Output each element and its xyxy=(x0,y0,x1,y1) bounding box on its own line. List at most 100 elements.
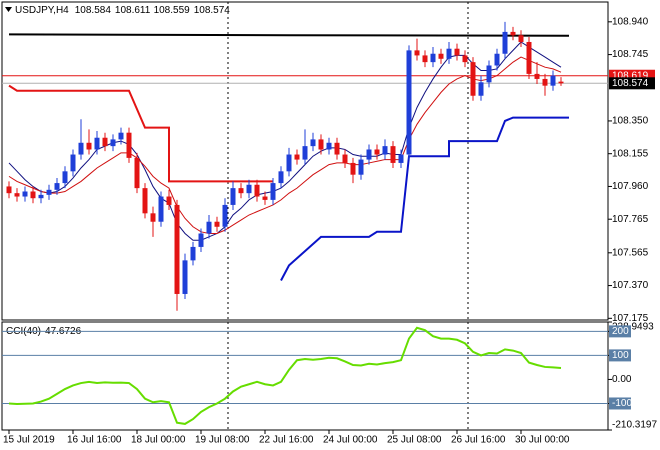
candle-body xyxy=(542,78,548,86)
y-tick-label: 200 xyxy=(612,326,629,337)
x-tick-label: 24 Jul 00:00 xyxy=(323,435,378,446)
candle-body xyxy=(246,184,252,194)
cci-frame xyxy=(1,321,609,431)
x-tick-label: 25 Jul 08:00 xyxy=(387,435,442,446)
y-tick-label: 238.9493 xyxy=(612,322,654,333)
candle-body xyxy=(78,142,84,155)
candle-body xyxy=(510,31,516,36)
candle-body xyxy=(350,162,356,175)
candle-body xyxy=(446,48,452,59)
candle-body xyxy=(526,41,532,74)
close: 108.574 xyxy=(194,5,231,16)
y-tick-label: 108.155 xyxy=(612,148,649,159)
x-tick-label: 22 Jul 16:00 xyxy=(259,435,314,446)
chart-header: USDJPY,H4 108.584 108.611 108.559 108.574 xyxy=(15,5,230,16)
high: 108.611 xyxy=(115,5,151,16)
open: 108.584 xyxy=(75,5,112,16)
y-tick-label: 108.350 xyxy=(612,116,649,127)
candle-body xyxy=(14,193,20,197)
level-line xyxy=(8,33,570,37)
level-label-box xyxy=(609,397,631,410)
candle-body xyxy=(438,53,444,59)
candle-body xyxy=(382,146,388,155)
candle-body xyxy=(558,81,564,84)
candle-body xyxy=(118,132,124,140)
candle-body xyxy=(174,204,180,294)
candle-body xyxy=(454,48,460,56)
x-tick-label: 26 Jul 16:00 xyxy=(451,435,506,446)
candle-body xyxy=(38,194,44,199)
y-tick-label: 100 xyxy=(612,350,629,361)
candle-body xyxy=(398,154,404,163)
candle-body xyxy=(254,184,260,197)
y-tick-label: -210.3197 xyxy=(612,420,657,431)
candle-body xyxy=(222,204,228,227)
candle-body xyxy=(414,50,420,56)
level-label-box xyxy=(609,349,631,362)
candle-body xyxy=(150,213,156,222)
candle-body xyxy=(278,171,284,184)
candle-body xyxy=(550,75,556,86)
candle-body xyxy=(518,35,524,42)
candle-body xyxy=(230,188,236,205)
x-tick-label: 18 Jul 00:00 xyxy=(131,435,186,446)
price-label-box xyxy=(609,77,655,90)
candle-body xyxy=(366,149,372,160)
candle-body xyxy=(494,53,500,66)
x-tick-label: 30 Jul 00:00 xyxy=(515,435,570,446)
y-tick-label: 107.175 xyxy=(612,313,649,324)
candle-body xyxy=(62,171,68,184)
candle-body xyxy=(318,139,324,150)
main-frame xyxy=(1,1,609,321)
candle-body xyxy=(182,260,188,294)
candle-body xyxy=(358,159,364,175)
candle-body xyxy=(334,142,340,155)
candle-body xyxy=(102,137,108,147)
candle-body xyxy=(534,73,540,79)
candle-body xyxy=(206,221,212,234)
candle-body xyxy=(70,154,76,172)
y-tick-label: 107.565 xyxy=(612,247,649,258)
candle-body xyxy=(374,149,380,155)
x-tick-label: 16 Jul 16:00 xyxy=(67,435,122,446)
price-label: 108.574 xyxy=(612,78,649,89)
candle-body xyxy=(486,65,492,83)
price-label: 108.619 xyxy=(612,70,649,81)
moving-average xyxy=(8,56,562,234)
candle-body xyxy=(238,188,244,194)
y-tick-label: -100 xyxy=(612,398,632,409)
candle-body xyxy=(198,233,204,247)
candle-body xyxy=(30,191,36,199)
candle-body xyxy=(46,189,52,195)
level-line xyxy=(8,84,273,183)
y-tick-label: 107.370 xyxy=(612,280,649,291)
candle-body xyxy=(86,142,92,150)
candle-body xyxy=(270,183,276,200)
candle-body xyxy=(126,132,132,158)
candle-body xyxy=(342,154,348,163)
candle-body xyxy=(54,183,60,190)
candle-body xyxy=(214,221,220,227)
candle-body xyxy=(166,196,172,205)
candle-body xyxy=(502,31,508,54)
symbol: USDJPY,H4 xyxy=(15,5,69,16)
candle-body xyxy=(262,196,268,200)
candle-body xyxy=(134,157,140,189)
cci-line xyxy=(8,326,562,425)
candle-body xyxy=(94,137,100,150)
candle-body xyxy=(190,246,196,261)
candle-body xyxy=(110,139,116,147)
candle-body xyxy=(142,188,148,214)
y-tick-label: 108.940 xyxy=(612,16,649,27)
candle-body xyxy=(6,186,12,194)
candle-body xyxy=(406,50,412,155)
candle-body xyxy=(294,154,300,160)
y-tick-label: 108.745 xyxy=(612,49,649,60)
candle-body xyxy=(310,139,316,147)
candle-body xyxy=(302,146,308,160)
candle-body xyxy=(462,55,468,63)
candle-body xyxy=(22,191,28,197)
candle-body xyxy=(422,55,428,63)
candle-body xyxy=(158,196,164,222)
menu-arrow xyxy=(5,7,12,12)
